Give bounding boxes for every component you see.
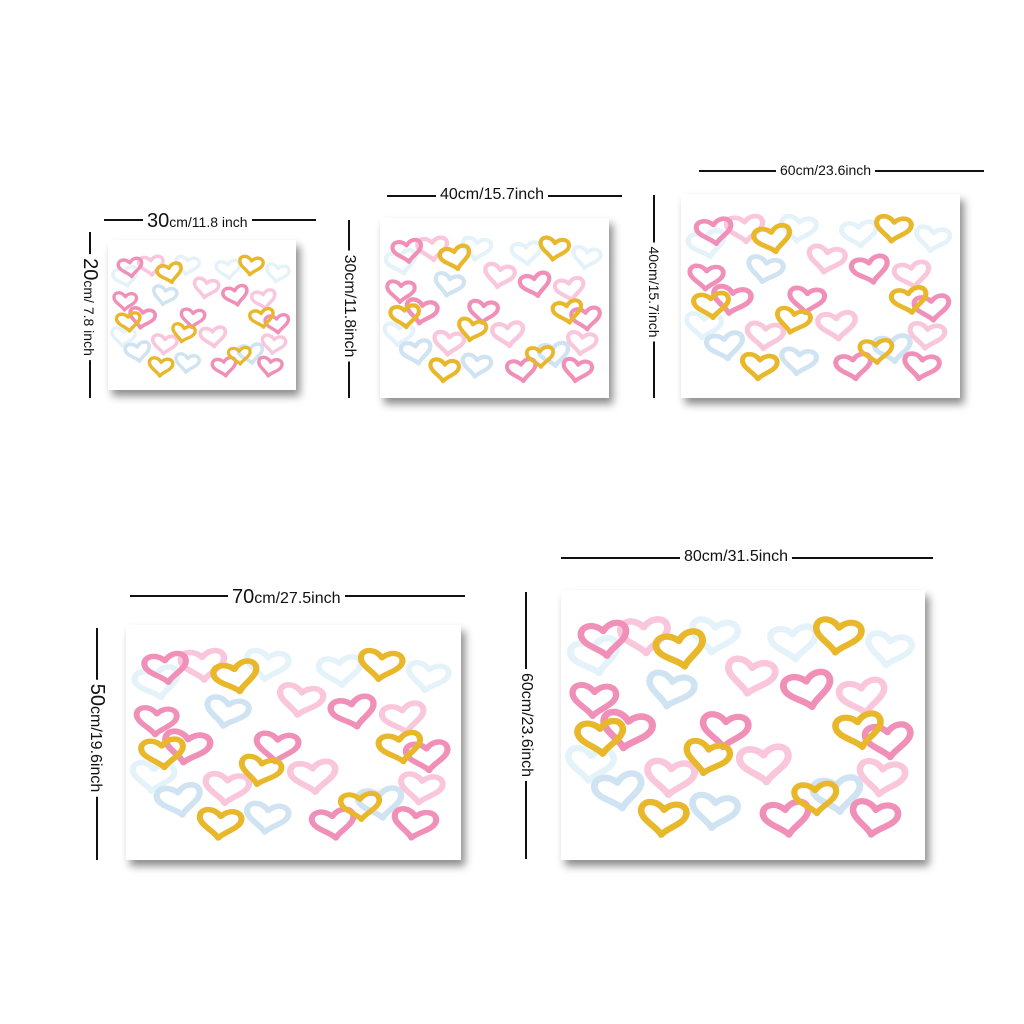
- canvas-print-40x30: [380, 218, 609, 398]
- height-label-50: 50cm/19.6inch: [86, 679, 108, 797]
- width-label-30: 30cm/11.8 inch: [143, 211, 252, 231]
- hearts-artwork: [126, 625, 461, 860]
- width-label-70: 70cm/27.5inch: [228, 587, 345, 607]
- canvas-print-60x40: [681, 194, 960, 398]
- canvas-print-70x50: [126, 625, 461, 860]
- canvas-print-80x60: [561, 590, 925, 860]
- height-label-30: 30cm/11.8inch: [341, 250, 358, 362]
- canvas-print-30x20: [108, 240, 296, 390]
- hearts-artwork: [681, 194, 960, 398]
- hearts-artwork: [108, 240, 296, 390]
- width-label-40: 40cm/15.7inch: [436, 187, 549, 203]
- width-label-60: 60cm/23.6inch: [776, 163, 876, 177]
- hearts-artwork: [561, 590, 925, 860]
- height-label-60: 60cm/23.6inch: [518, 668, 535, 782]
- hearts-artwork: [380, 218, 609, 398]
- width-label-80: 80cm/31.5inch: [680, 549, 793, 565]
- height-label-20: 20cm/ 7.8 inch: [79, 254, 101, 360]
- height-label-40: 40cm/15.7inch: [646, 242, 662, 342]
